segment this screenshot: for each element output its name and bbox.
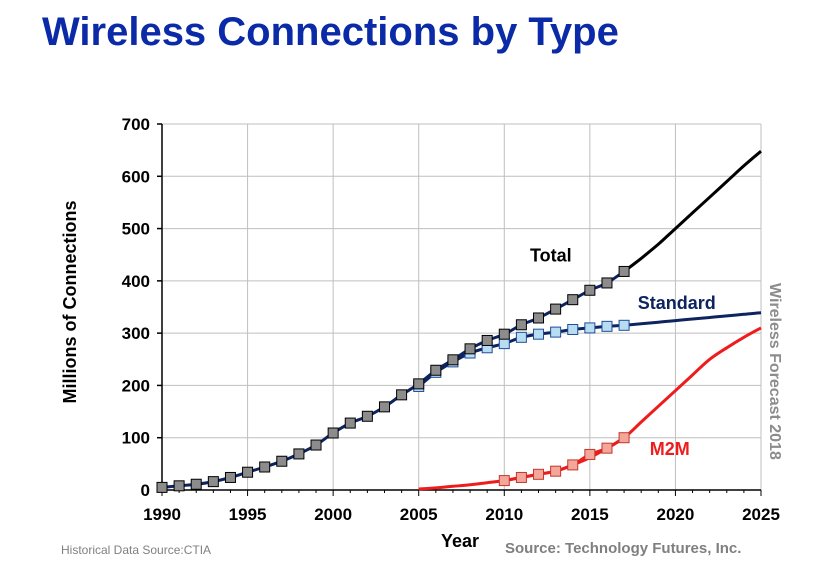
y-tick-label: 400	[122, 272, 150, 291]
x-tick-label: 2020	[657, 505, 695, 524]
x-axis-label: Year	[441, 531, 479, 551]
total-data-point	[396, 389, 408, 401]
x-tick-label: 2010	[485, 505, 523, 524]
total-data-point	[224, 471, 236, 483]
total-historical-line	[161, 270, 625, 489]
m2m-series-label: M2M	[650, 439, 690, 459]
total-data-point	[344, 417, 356, 429]
total-data-point	[413, 378, 425, 390]
y-tick-label: 0	[141, 481, 150, 500]
chart-axes	[157, 123, 762, 496]
total-data-point	[327, 427, 339, 439]
source-note: Source: Technology Futures, Inc.	[505, 540, 742, 557]
y-tick-label: 200	[122, 376, 150, 395]
total-data-point	[156, 481, 168, 493]
y-tick-label: 100	[122, 429, 150, 448]
y-axis-label: Millions of Connections	[60, 201, 80, 404]
standard-data-point	[584, 322, 596, 334]
y-tick-label: 500	[122, 220, 150, 239]
m2m-data-point	[515, 471, 527, 483]
m2m-data-point	[567, 459, 579, 471]
total-data-point	[378, 401, 390, 413]
total-data-point	[498, 328, 510, 340]
chart-grid	[162, 123, 762, 490]
x-tick-label: 2025	[742, 505, 780, 524]
total-data-point	[515, 319, 527, 331]
m2m-data-point	[601, 442, 613, 454]
standard-data-point	[601, 320, 613, 332]
total-data-point	[550, 303, 562, 315]
total-data-point	[481, 334, 493, 346]
m2m-data-point	[498, 475, 510, 487]
total-data-point	[601, 277, 613, 289]
chart-labels: 0 100 200 300 400 500 600 700 1990 1995 2000 2005 20…	[60, 115, 783, 551]
m2m-data-point	[550, 465, 562, 477]
standard-data-point	[550, 326, 562, 338]
standard-data-point	[498, 338, 510, 350]
total-data-point	[207, 476, 219, 488]
m2m-data-point	[618, 432, 630, 444]
y-tick-label: 700	[122, 115, 150, 134]
total-data-point	[533, 312, 545, 324]
chart-markers	[156, 265, 630, 493]
total-data-point	[276, 455, 288, 467]
m2m-data-point	[584, 448, 596, 460]
standard-data-point	[533, 328, 545, 340]
total-data-point	[242, 466, 254, 478]
x-tick-label: 2000	[314, 505, 352, 524]
x-tick-label: 1995	[229, 505, 267, 524]
total-data-point	[584, 284, 596, 296]
total-data-point	[361, 410, 373, 422]
total-forecast-line	[623, 150, 762, 273]
total-data-point	[447, 354, 459, 366]
standard-data-point	[618, 319, 630, 331]
total-data-point	[190, 478, 202, 490]
total-data-point	[567, 294, 579, 306]
total-data-point	[173, 480, 185, 492]
total-series-label: Total	[530, 246, 572, 266]
x-tick-label: 2005	[400, 505, 438, 524]
x-tick-label: 1990	[143, 505, 181, 524]
total-data-point	[430, 364, 442, 376]
total-data-point	[618, 265, 630, 277]
total-data-point	[293, 448, 305, 460]
m2m-data-point	[533, 468, 545, 480]
standard-forecast-line	[623, 311, 762, 327]
total-data-point	[259, 461, 271, 473]
y-tick-label: 600	[122, 167, 150, 186]
x-tick-label: 2015	[571, 505, 609, 524]
standard-data-point	[515, 331, 527, 343]
page-title: Wireless Connections by Type	[42, 10, 619, 54]
standard-data-point	[567, 323, 579, 335]
historical-data-note: Historical Data Source:CTIA	[61, 543, 212, 557]
total-data-point	[464, 343, 476, 355]
standard-series-label: Standard	[638, 293, 716, 313]
forecast-side-label: Wireless Forecast 2018	[766, 283, 783, 460]
total-data-point	[310, 439, 322, 451]
y-tick-label: 300	[122, 324, 150, 343]
